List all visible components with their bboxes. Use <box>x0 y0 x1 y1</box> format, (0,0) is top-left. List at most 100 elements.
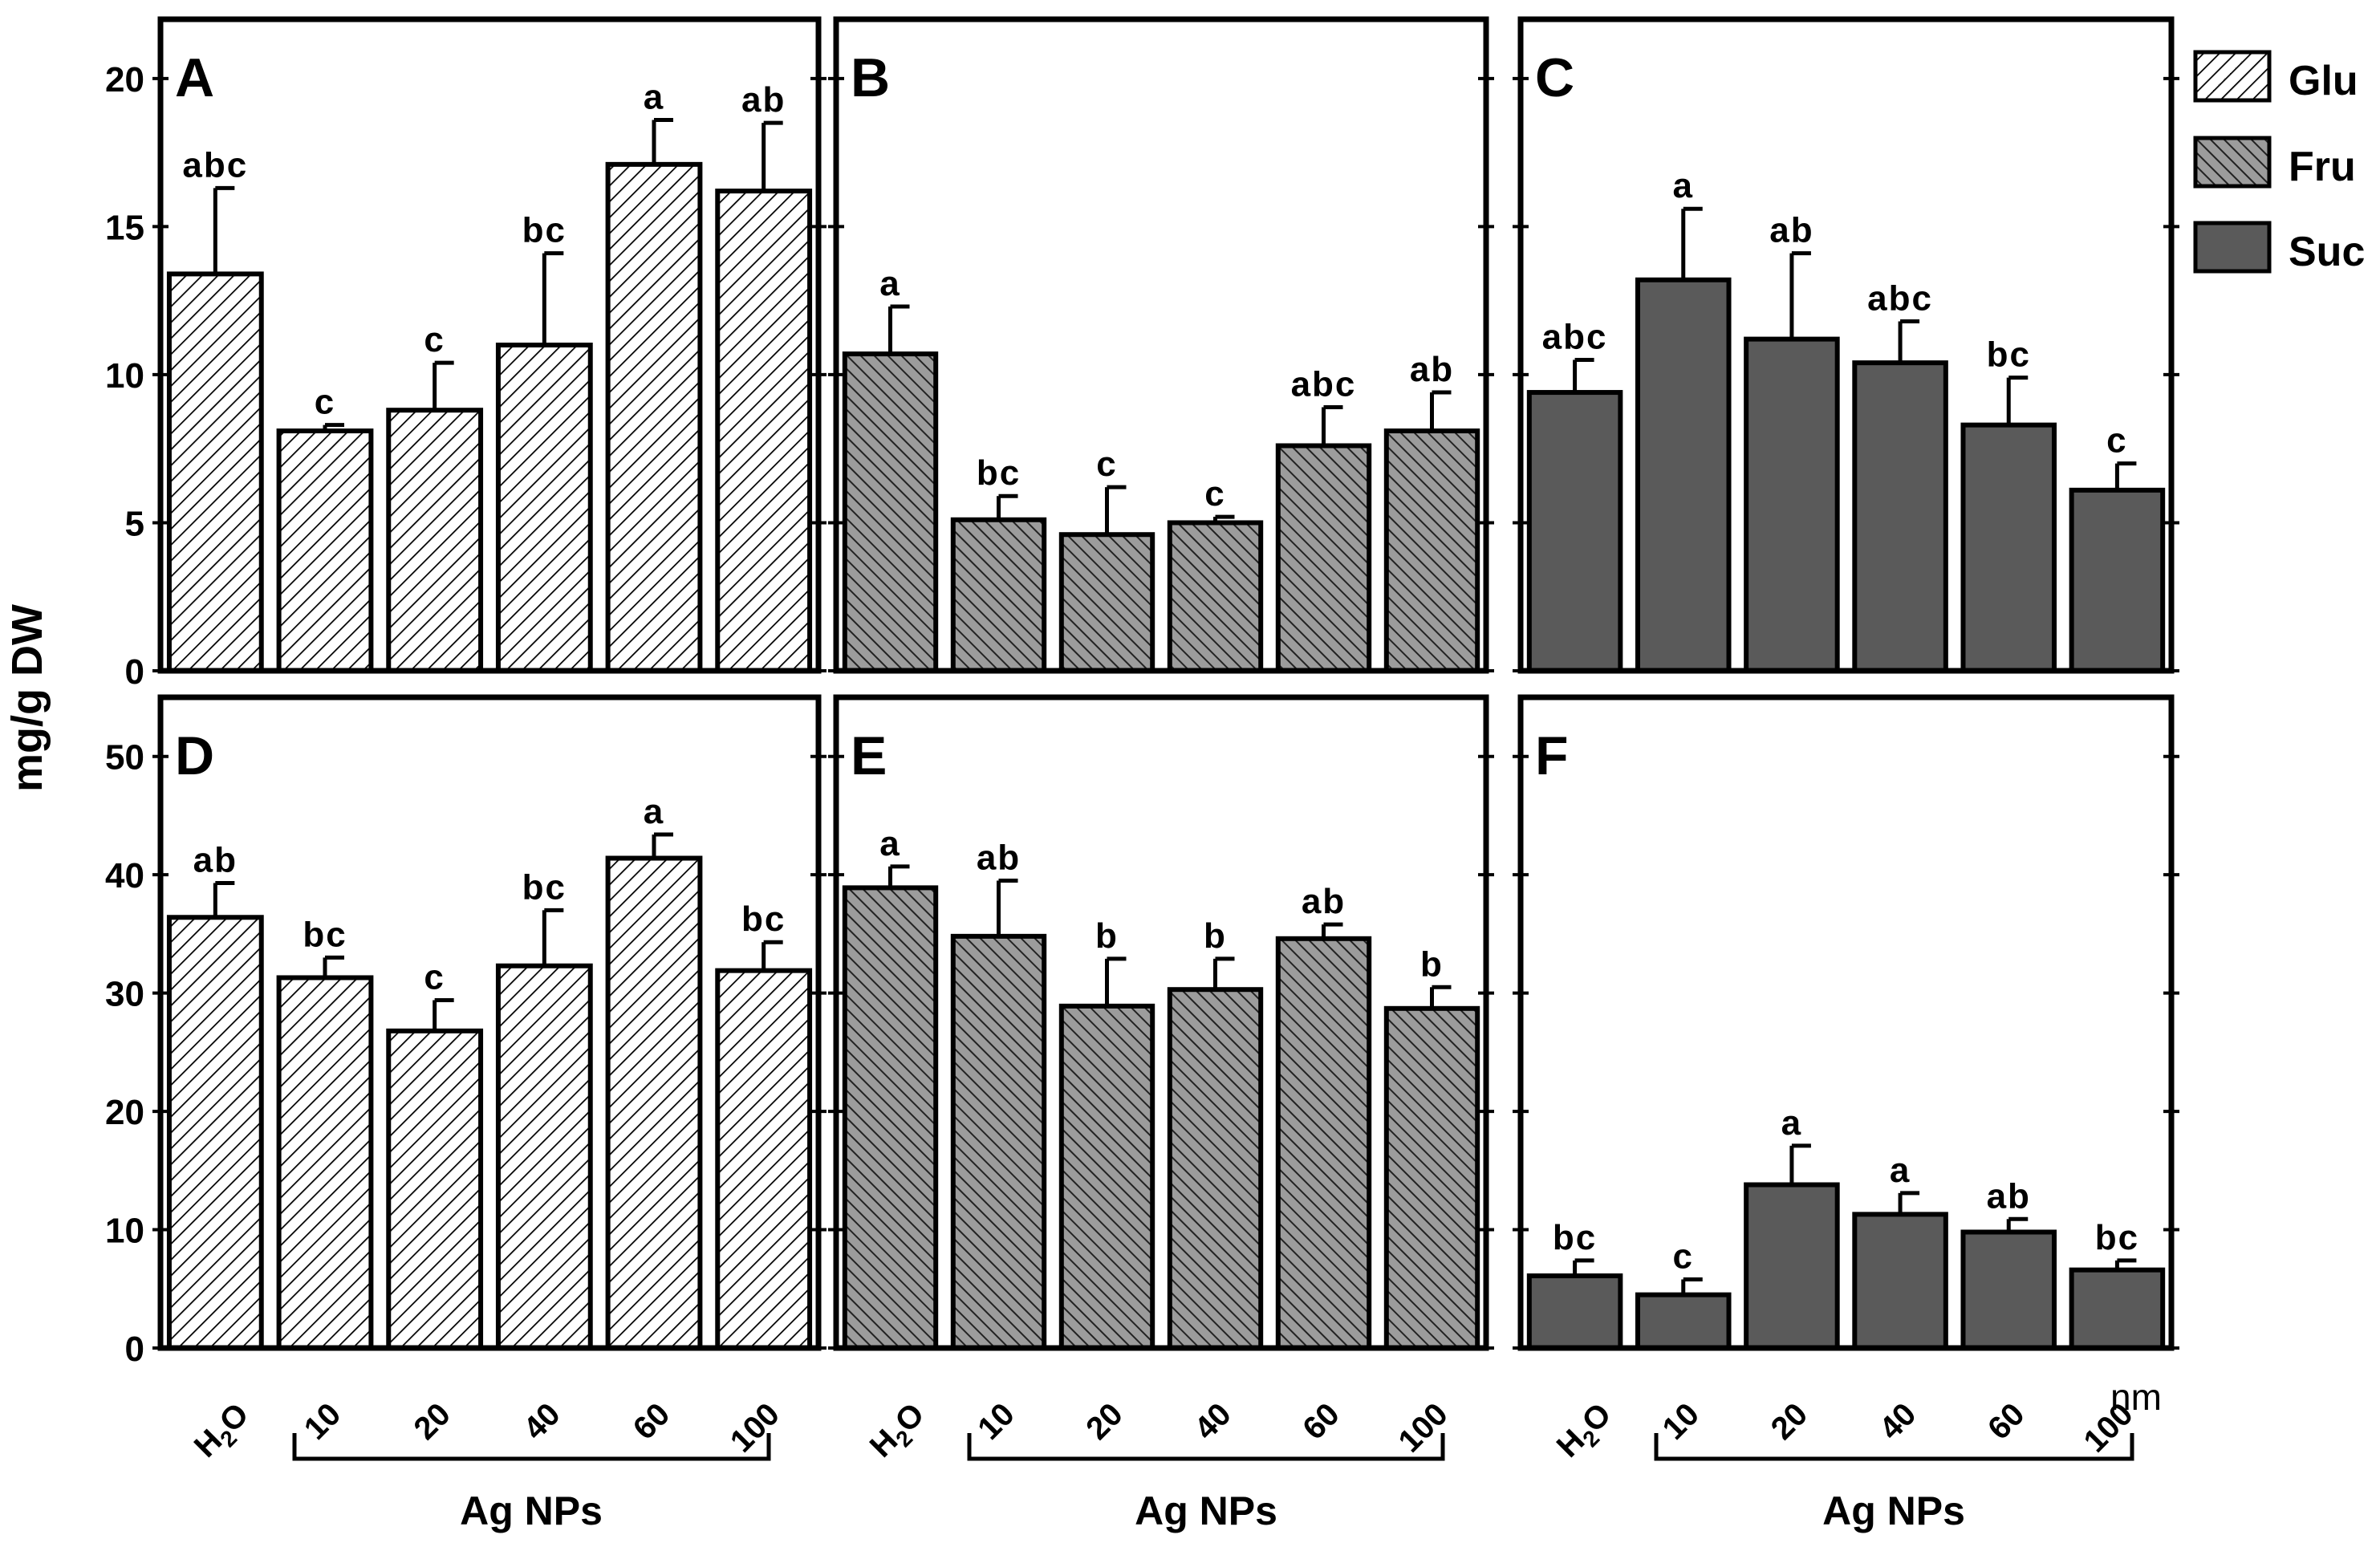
x-tick-label: 20 <box>407 1396 457 1447</box>
panel-frame <box>1517 16 2175 674</box>
significance-letter: bc <box>1553 1218 1597 1257</box>
x-tick-label: 10 <box>971 1396 1021 1447</box>
significance-letter: bc <box>522 211 567 250</box>
panel-frame <box>833 694 1489 1351</box>
significance-letter: abc <box>1867 278 1933 318</box>
y-tick-label: 10 <box>105 1212 144 1251</box>
panel-letter: E <box>851 725 887 786</box>
bar <box>1275 936 1372 1350</box>
panel-letter: D <box>175 725 214 786</box>
significance-letter: c <box>315 383 335 422</box>
significance-letter: bc <box>1987 335 2031 375</box>
significance-letter: ab <box>193 841 238 880</box>
significance-letter: bc <box>303 915 347 954</box>
ag-nps-label: Ag NPs <box>1135 1488 1277 1533</box>
y-tick-label: 5 <box>125 504 144 543</box>
significance-letter: bc <box>977 453 1021 493</box>
water-label: H2O <box>1550 1396 1623 1468</box>
significance-letter: ab <box>1987 1176 2031 1216</box>
bar <box>1852 360 1948 673</box>
panel-letter: F <box>1535 725 1569 786</box>
significance-letter: c <box>424 320 445 359</box>
significance-letter: ab <box>1302 882 1346 921</box>
y-tick-label: 10 <box>105 356 144 396</box>
y-tick-label: 0 <box>125 1330 144 1369</box>
y-tick-label: 15 <box>105 208 144 247</box>
y-tick-label: 30 <box>105 975 144 1014</box>
x-tick-label: 20 <box>1079 1396 1130 1447</box>
panel-letter: C <box>1535 47 1574 108</box>
ag-nps-label: Ag NPs <box>460 1488 603 1533</box>
bar <box>605 161 703 673</box>
significance-letter: b <box>1420 944 1444 984</box>
bar <box>1167 987 1264 1351</box>
significance-letter: c <box>1096 445 1117 484</box>
significance-letter: a <box>1890 1151 1911 1190</box>
bar <box>842 885 939 1351</box>
significance-letter: ab <box>741 80 786 120</box>
legend-swatch-suc <box>2193 221 2272 274</box>
ag-nps-bracket <box>1654 1433 2134 1461</box>
ag-nps-bracket <box>292 1433 771 1461</box>
bar <box>386 1028 484 1350</box>
x-axis-annotations-col1: H2O Ag NPs <box>188 1396 771 1533</box>
panel-frame <box>1517 694 2175 1351</box>
y-tick-label: 20 <box>105 60 144 99</box>
bar <box>1058 532 1155 674</box>
significance-letter: a <box>879 824 900 863</box>
significance-letter: bc <box>522 867 567 907</box>
significance-letter: c <box>424 957 445 997</box>
x-tick-label: 10 <box>1656 1396 1707 1447</box>
legend-swatch-fru <box>2193 136 2272 189</box>
y-tick-label: 20 <box>105 1093 144 1132</box>
bar <box>950 517 1047 673</box>
x-tick-label: 40 <box>517 1396 567 1447</box>
bar <box>605 855 703 1350</box>
significance-letter: b <box>1204 916 1227 956</box>
bar <box>1744 336 1840 673</box>
bar <box>166 271 264 673</box>
panel-letter: B <box>851 47 890 108</box>
panel-frame <box>157 16 822 674</box>
significance-letter: bc <box>741 899 786 939</box>
x-tick-label: 40 <box>1873 1396 1923 1447</box>
bar <box>1960 422 2057 673</box>
bar <box>1526 390 1623 673</box>
significance-letter: ab <box>1769 211 1813 250</box>
x-tick-label: 60 <box>1296 1396 1346 1447</box>
legend-swatch-glu <box>2193 50 2272 103</box>
significance-letter: c <box>2106 421 2127 461</box>
bar <box>495 963 593 1350</box>
significance-letter: abc <box>1291 365 1357 404</box>
bar <box>1058 1003 1155 1350</box>
significance-letter: c <box>1204 474 1225 514</box>
significance-letter: a <box>644 77 664 116</box>
panel-e: a ab 10 b 20 b 40 ab 60 b 100 E <box>828 694 1494 1460</box>
bar <box>1635 1292 1732 1351</box>
y-tick-label: 50 <box>105 738 144 778</box>
bar <box>1635 277 1732 673</box>
legend-label-suc: Suc <box>2289 229 2365 275</box>
significance-letter: a <box>1673 166 1694 205</box>
panel-c: abc a ab abc bc c C <box>1513 16 2179 674</box>
significance-letter: ab <box>977 838 1021 878</box>
y-tick-label: 0 <box>125 652 144 692</box>
x-tick-label: 40 <box>1188 1396 1238 1447</box>
y-axis-label: mg/g DW <box>3 604 51 792</box>
panel-frame <box>157 694 822 1351</box>
bar <box>276 975 374 1350</box>
x-axis-annotations-col2: H2O Ag NPs <box>863 1396 1445 1533</box>
x-unit-label: nm <box>2110 1376 2162 1418</box>
significance-letter: b <box>1095 916 1119 956</box>
water-label: H2O <box>188 1396 260 1468</box>
bar <box>1526 1273 1623 1351</box>
panel-a: 0 5 10 15 20 abc c c bc a ab A <box>105 16 827 692</box>
bar <box>715 189 813 673</box>
bar <box>950 933 1047 1350</box>
x-tick-label: 20 <box>1765 1396 1815 1447</box>
panel-frame <box>833 16 1489 674</box>
